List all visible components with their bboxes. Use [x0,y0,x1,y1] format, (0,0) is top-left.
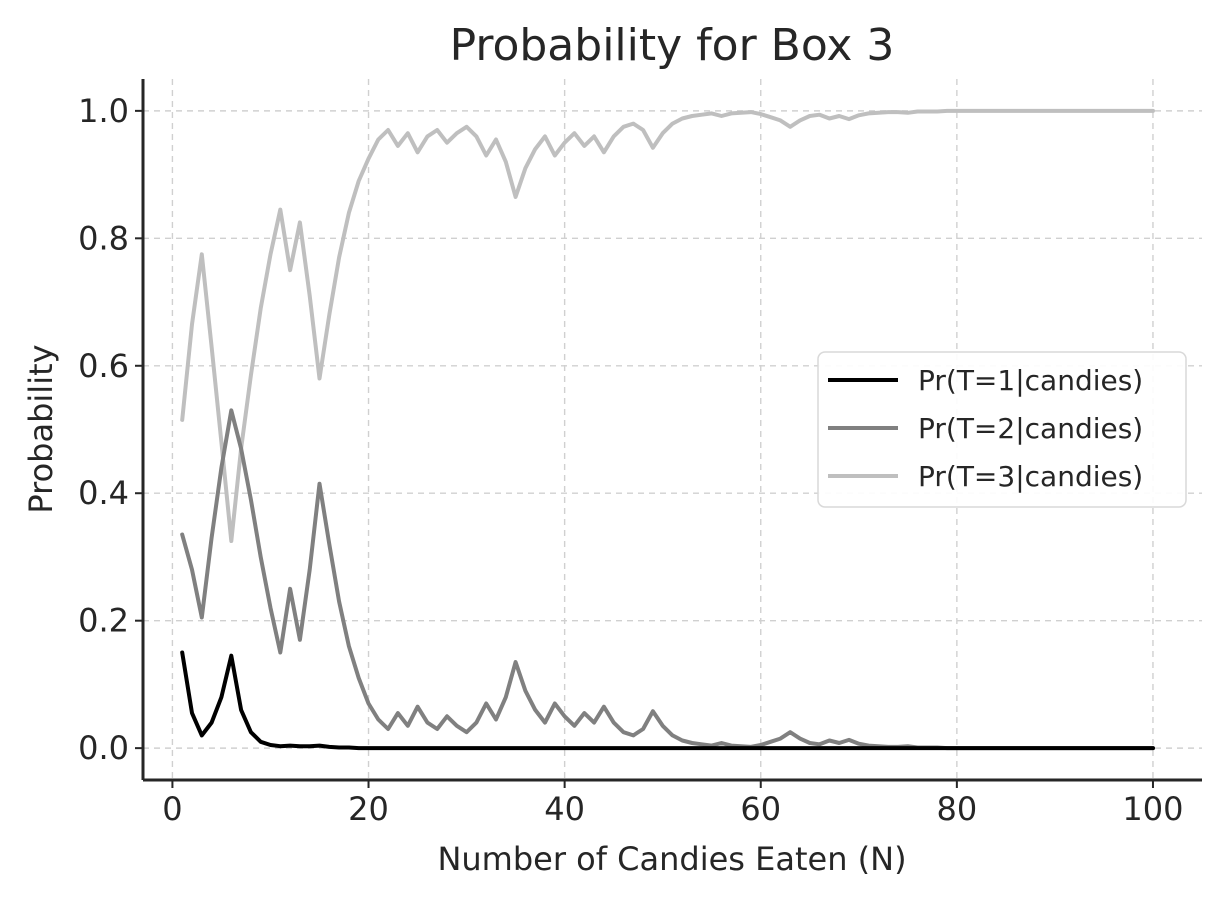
x-tick-label: 60 [740,790,781,828]
axes [135,79,1202,788]
series-line-t3 [180,108,1155,543]
y-tick-label: 0.2 [78,602,129,640]
x-axis-label: Number of Candies Eaten (N) [437,840,906,878]
legend: Pr(T=1|candies) Pr(T=2|candies) Pr(T=3|c… [817,351,1187,508]
y-tick-label: 0.8 [78,219,129,257]
y-tick-label: 0.6 [78,347,129,385]
x-tick-label: 80 [937,790,978,828]
chart-title: Probability for Box 3 [450,20,895,71]
x-tick-label: 20 [348,790,389,828]
legend-label-t1: Pr(T=1|candies) [918,364,1143,397]
y-axis-label: Probability [22,344,60,513]
x-tick-label: 0 [162,790,182,828]
y-tick-label: 0.0 [78,729,129,767]
tick-labels: 0 20 40 60 80 100 0.0 0.2 0.4 0.6 0.8 1.0 [78,92,1183,828]
x-tick-label: 100 [1122,790,1183,828]
series-line-t2 [180,408,1155,751]
legend-label-t2: Pr(T=2|candies) [918,412,1143,445]
legend-label-t3: Pr(T=3|candies) [918,460,1143,493]
series-group [180,108,1155,751]
y-tick-label: 1.0 [78,92,129,130]
x-tick-label: 40 [544,790,585,828]
legend-frame [817,351,1187,508]
y-tick-label: 0.4 [78,474,129,512]
series-line-t1 [180,650,1155,751]
